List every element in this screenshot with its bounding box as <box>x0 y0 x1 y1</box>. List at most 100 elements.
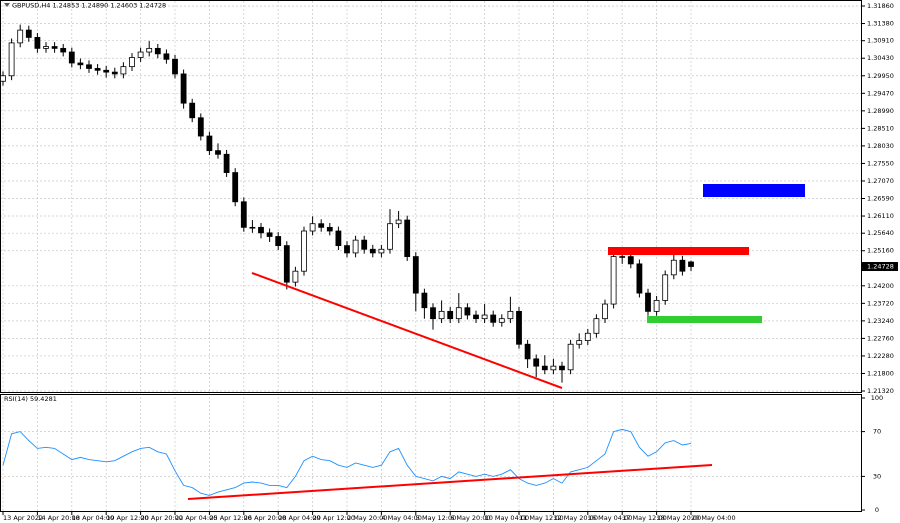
candle-body <box>154 47 161 55</box>
x-tick-label: 13 Apr 2022 <box>3 514 43 522</box>
current-price-label: 1.24728 <box>867 263 894 271</box>
candle-body <box>249 226 256 229</box>
candle-body <box>455 307 462 320</box>
y-tick-label: 100 <box>871 394 883 402</box>
y-tick-label: 1.24200 <box>867 282 894 290</box>
y-tick-label: 1.25640 <box>867 229 894 237</box>
candle-body <box>103 69 110 73</box>
y-tick-label: 1.21800 <box>867 369 894 377</box>
marks <box>0 24 694 496</box>
rsi-title: RSI(14) 59.4281 <box>4 395 57 403</box>
y-tick-label: 70 <box>873 428 881 436</box>
candle-body <box>404 219 411 257</box>
candle-body <box>163 53 170 60</box>
candle-body <box>111 71 118 75</box>
y-tick-label: 1.29470 <box>867 89 894 97</box>
target-zone <box>703 184 805 197</box>
candle-body <box>430 307 436 320</box>
candle-body <box>602 303 608 320</box>
chart-title: GBPUSD,H4 1.24853 1.24890 1.24603 1.2472… <box>12 2 166 10</box>
candle-body <box>395 219 402 225</box>
candle-body <box>627 256 634 265</box>
candle-body <box>77 62 84 66</box>
candle-body <box>584 332 591 341</box>
candle-body <box>17 29 24 44</box>
candle-body <box>309 223 316 232</box>
current-price-box <box>862 262 898 272</box>
candle-body <box>352 239 359 254</box>
rsi-trend-line <box>187 464 713 500</box>
candle-body <box>688 261 694 267</box>
candle-body <box>619 256 626 258</box>
candle-body <box>283 245 290 283</box>
y-tick-label: 1.28030 <box>867 142 894 150</box>
symbol-icon <box>4 3 10 7</box>
candle-body <box>378 248 385 254</box>
y-tick-label: 30 <box>873 472 881 480</box>
candle-body <box>473 314 479 320</box>
x-tick-label: 20 May 04:00 <box>691 514 736 522</box>
candle-body <box>258 226 264 234</box>
y-tick-label: 1.27550 <box>867 159 894 167</box>
rsi-panel <box>0 394 862 512</box>
y-tick-label: 1.21320 <box>867 387 894 395</box>
x-tick-label: 5 May 12:00 <box>416 514 456 522</box>
y-tick-label: 1.28510 <box>867 124 894 132</box>
candle-body <box>197 117 204 137</box>
x-tick-label: 28 Apr 04:00 <box>278 514 320 522</box>
rsi-line <box>2 428 692 496</box>
y-tick-label: 1.26110 <box>867 212 894 220</box>
trend-line <box>251 272 563 389</box>
x-tick-label: 10 May 04:00 <box>485 514 530 522</box>
candle-body <box>653 300 660 312</box>
candle-body <box>180 73 187 104</box>
candle-body <box>301 230 307 272</box>
candle-body <box>369 248 376 254</box>
candle-body <box>524 343 531 360</box>
candle-body <box>481 314 488 320</box>
y-tick-label: 1.30910 <box>867 37 894 45</box>
x-tick-label: 18 May 20:00 <box>657 514 702 522</box>
y-tick-label: 1.31380 <box>867 20 894 28</box>
x-tick-label: 20 Apr 20:00 <box>141 514 183 522</box>
candle-body <box>43 46 49 49</box>
candle-body <box>8 42 15 77</box>
candle-body <box>533 358 540 367</box>
candle-body <box>576 340 583 345</box>
x-tick-label: 4 May 04:00 <box>381 514 421 522</box>
candle-body <box>0 75 6 82</box>
candle-body <box>326 226 333 232</box>
candle-body <box>412 256 419 294</box>
candle-body <box>361 239 368 250</box>
candle-body <box>129 57 135 68</box>
candle-body <box>51 46 58 49</box>
candle-body <box>266 232 273 237</box>
candle-body <box>223 153 230 173</box>
candle-body <box>507 310 514 320</box>
candle-body <box>232 172 239 203</box>
y-tick-label: 1.22760 <box>867 334 894 342</box>
candle-body <box>68 51 75 64</box>
x-tick-label: 29 Apr 12:00 <box>313 514 355 522</box>
candle-body <box>344 245 350 254</box>
candle-body <box>275 236 282 247</box>
candle-body <box>516 310 522 345</box>
candle-body <box>447 310 454 320</box>
y-tick-label: 1.30430 <box>867 54 894 62</box>
x-tick-label: 11 May 12:00 <box>519 514 564 522</box>
candle-body <box>146 47 153 53</box>
candle-body <box>490 314 497 323</box>
candle-body <box>172 58 178 75</box>
candle-body <box>593 318 600 334</box>
y-tick-label: 1.23240 <box>867 317 894 325</box>
price-panel <box>0 0 862 393</box>
candle-body <box>636 263 643 294</box>
candle-body <box>206 135 213 152</box>
x-tick-label: 16 May 04:00 <box>588 514 633 522</box>
candle-body <box>610 256 617 305</box>
candle-body <box>670 259 677 276</box>
candle-body <box>464 307 471 316</box>
candle-body <box>292 270 299 283</box>
x-tick-label: 12 May 20:00 <box>553 514 598 522</box>
resistance-zone <box>608 247 749 255</box>
